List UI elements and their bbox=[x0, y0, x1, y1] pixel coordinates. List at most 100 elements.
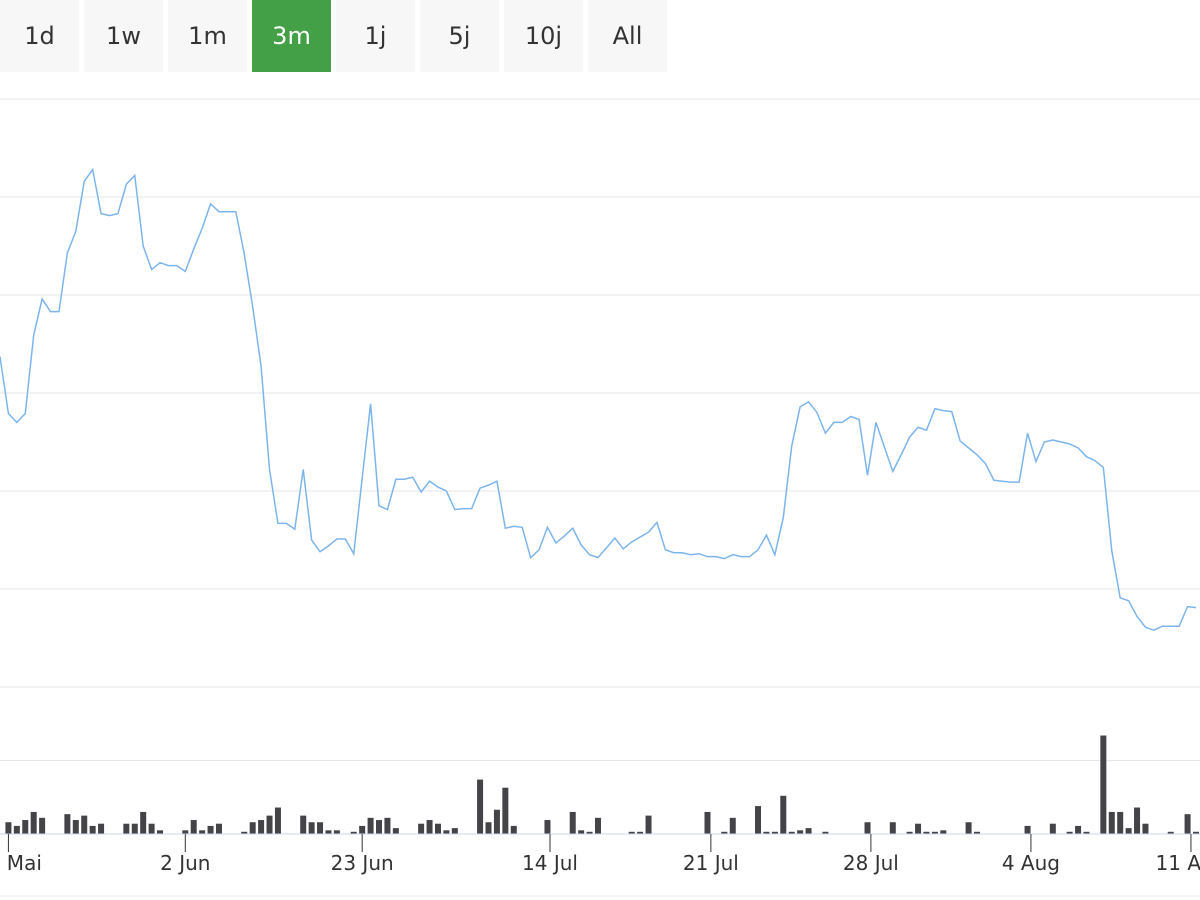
volume-bar bbox=[1193, 831, 1199, 834]
x-tick-label: 28 Jul bbox=[843, 851, 899, 875]
volume-bar bbox=[931, 831, 938, 834]
volume-bar bbox=[502, 787, 509, 834]
volume-bar bbox=[39, 817, 46, 834]
range-button[interactable]: 1d bbox=[0, 0, 79, 72]
volume-bar bbox=[123, 823, 130, 834]
volume-bar bbox=[443, 830, 450, 834]
x-tick-label: 21 Jul bbox=[683, 851, 739, 875]
range-button[interactable]: 5j bbox=[420, 0, 499, 72]
volume-bar bbox=[645, 815, 652, 834]
volume-bar bbox=[215, 823, 222, 834]
volume-bar bbox=[367, 817, 374, 834]
volume-bar bbox=[637, 831, 644, 834]
volume-bar bbox=[249, 822, 256, 834]
volume-bar bbox=[940, 830, 947, 834]
volume-bar bbox=[81, 815, 88, 834]
x-tick-label: 4 Aug bbox=[1002, 851, 1060, 875]
volume-bar bbox=[241, 831, 248, 834]
volume-bar bbox=[915, 823, 922, 834]
volume-bar bbox=[788, 831, 795, 834]
volume-bar bbox=[578, 830, 585, 834]
range-button[interactable]: 1m bbox=[168, 0, 247, 72]
volume-bar bbox=[350, 831, 357, 834]
range-button[interactable]: All bbox=[588, 0, 667, 72]
price-line bbox=[0, 167, 1197, 631]
volume-bar bbox=[1066, 831, 1073, 834]
volume-bar bbox=[333, 830, 340, 834]
volume-bar bbox=[258, 820, 265, 834]
volume-bar bbox=[704, 811, 711, 834]
volume-bar bbox=[98, 823, 105, 834]
volume-bar bbox=[325, 830, 332, 834]
volume-bar bbox=[1167, 831, 1174, 834]
volume-bar bbox=[359, 825, 366, 834]
volume-bar bbox=[266, 815, 273, 834]
volume-bar bbox=[199, 830, 206, 834]
volume-bar bbox=[974, 831, 981, 834]
volume-bar bbox=[628, 831, 635, 834]
volume-bar bbox=[1184, 814, 1191, 834]
volume-bar bbox=[755, 806, 762, 834]
volume-bar bbox=[771, 831, 778, 834]
volume-bar bbox=[864, 822, 871, 834]
volume-bar bbox=[22, 820, 29, 834]
volume-bar bbox=[13, 825, 20, 834]
volume-bar bbox=[805, 828, 812, 834]
range-button[interactable]: 1j bbox=[336, 0, 415, 72]
volume-bar bbox=[1108, 811, 1115, 834]
volume-bar bbox=[889, 822, 896, 834]
volume-bar bbox=[5, 822, 12, 834]
volume-bar bbox=[1049, 823, 1056, 834]
x-tick-label: 14 Jul bbox=[522, 851, 578, 875]
volume-bar bbox=[64, 814, 71, 834]
range-button[interactable]: 1w bbox=[84, 0, 163, 72]
volume-bar bbox=[493, 809, 500, 834]
volume-bar bbox=[721, 831, 728, 834]
volume-bar bbox=[729, 817, 736, 834]
volume-bar bbox=[72, 820, 79, 834]
volume-bar bbox=[1083, 831, 1090, 834]
volume-bar bbox=[182, 830, 189, 834]
volume-bar bbox=[822, 831, 829, 834]
volume-bar bbox=[544, 820, 551, 834]
x-tick-label: 11 Aug bbox=[1156, 851, 1200, 875]
volume-bar bbox=[780, 795, 787, 834]
volume-bar bbox=[1100, 735, 1107, 834]
volume-bar bbox=[274, 807, 281, 834]
volume-bar bbox=[451, 828, 458, 834]
volume-bar bbox=[384, 817, 391, 834]
volume-bar bbox=[30, 811, 37, 834]
volume-bar bbox=[426, 820, 433, 834]
x-tick-label: 23 Jun bbox=[331, 851, 394, 875]
volume-bar bbox=[1134, 807, 1141, 834]
range-button[interactable]: 3m bbox=[252, 0, 331, 72]
x-tick-label: 12 Mai bbox=[0, 851, 42, 875]
volume-bar bbox=[418, 823, 425, 834]
range-button[interactable]: 10j bbox=[504, 0, 583, 72]
volume-bar bbox=[207, 825, 214, 834]
volume-bar bbox=[510, 825, 517, 834]
volume-bar bbox=[89, 825, 96, 834]
volume-bar bbox=[1024, 825, 1031, 834]
volume-bar bbox=[317, 822, 324, 834]
volume-bar bbox=[392, 828, 399, 834]
volume-bar bbox=[569, 811, 576, 834]
volume-bar bbox=[376, 820, 383, 834]
volume-bar bbox=[148, 823, 155, 834]
volume-bar bbox=[485, 822, 492, 834]
volume-bar bbox=[190, 820, 197, 834]
x-tick-label: 2 Jun bbox=[160, 851, 210, 875]
volume-bar bbox=[131, 823, 138, 834]
volume-bar bbox=[1075, 825, 1082, 834]
volume-bar bbox=[965, 822, 972, 834]
volume-bar bbox=[434, 823, 441, 834]
volume-bar bbox=[923, 831, 930, 834]
volume-bar bbox=[1125, 828, 1132, 834]
volume-bar bbox=[797, 830, 804, 834]
volume-bar bbox=[586, 831, 593, 834]
volume-bar bbox=[477, 779, 484, 834]
volume-bar bbox=[157, 830, 164, 834]
volume-bar bbox=[140, 811, 147, 834]
